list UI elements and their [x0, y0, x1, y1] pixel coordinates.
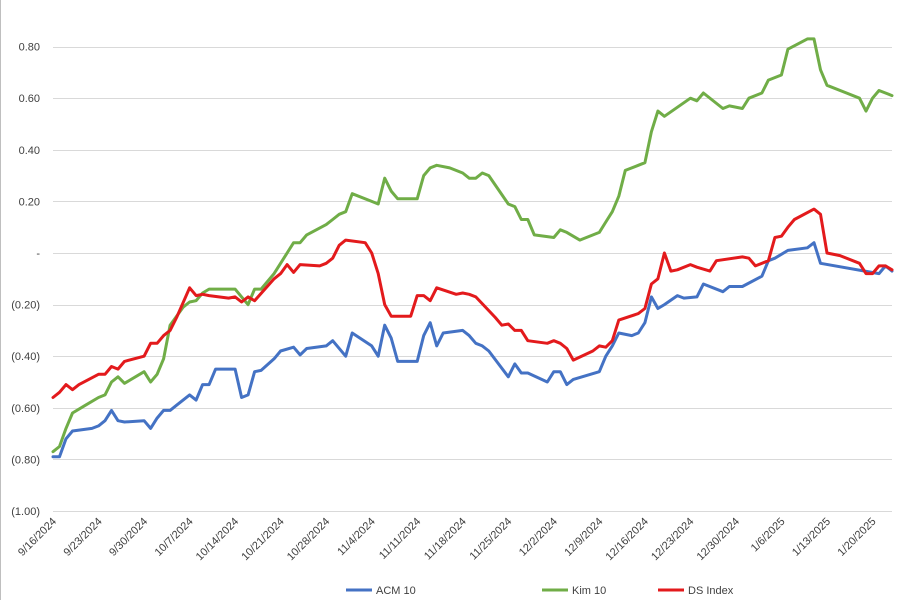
x-tick-label: 10/28/2024 — [285, 516, 332, 563]
x-tick-label: 10/21/2024 — [239, 516, 286, 563]
x-axis-tick-labels: 9/16/2024 9/23/2024 9/30/2024 10/7/202410/1… — [16, 516, 879, 563]
legend-label-kim-10: Kim 10 — [572, 585, 606, 597]
x-tick-label: 9/23/2024 — [62, 516, 105, 559]
x-tick-label: 9/16/2024 — [16, 516, 59, 559]
series-line-ds-index — [51, 207, 894, 399]
x-tick-label: 10/14/2024 — [194, 516, 241, 563]
y-tick-label: 0.80 — [19, 42, 40, 54]
y-tick-label: (0.40) — [11, 351, 40, 363]
y-tick-label: 0.20 — [19, 196, 40, 208]
legend: ACM 10 Kim 10 DS Index — [346, 585, 734, 597]
x-tick-label: 1/20/2025 — [836, 516, 879, 559]
x-tick-label: 12/23/2024 — [649, 516, 696, 563]
y-tick-label: - — [36, 248, 40, 260]
y-axis-tick-labels: (1.00) (0.80) (0.60) (0.40) (0.20) - 0.20 0.40 0… — [11, 0, 40, 518]
gridlines — [53, 47, 892, 512]
x-tick-label: 11/4/2024 — [335, 516, 378, 559]
legend-label-acm-10: ACM 10 — [376, 585, 416, 597]
x-tick-label: 12/16/2024 — [604, 516, 651, 563]
y-tick-label: (0.80) — [11, 454, 40, 466]
x-tick-label: 1/6/2025 — [749, 516, 788, 555]
x-tick-label: 9/30/2024 — [107, 516, 150, 559]
series-lines — [51, 37, 894, 459]
y-tick-label: 1.00 — [19, 0, 40, 2]
legend-label-ds-index: DS Index — [688, 585, 734, 597]
x-tick-label: 12/9/2024 — [562, 516, 605, 559]
x-tick-label: 11/25/2024 — [468, 516, 515, 563]
x-tick-label: 12/2/2024 — [517, 516, 560, 559]
x-tick-label: 12/30/2024 — [695, 516, 742, 563]
x-tick-label: 1/13/2025 — [790, 516, 833, 559]
y-tick-label: 0.60 — [19, 93, 40, 105]
series-line-kim-10 — [51, 37, 894, 454]
y-tick-label: (0.60) — [11, 403, 40, 415]
x-tick-label: 10/7/2024 — [153, 516, 196, 559]
y-tick-label: 0.40 — [19, 145, 40, 157]
y-tick-label: (1.00) — [11, 506, 40, 518]
x-tick-label: 11/18/2024 — [422, 516, 469, 563]
x-tick-label: 11/11/2024 — [377, 516, 423, 562]
series-line-acm-10 — [51, 241, 894, 459]
y-tick-label: (0.20) — [11, 300, 40, 312]
